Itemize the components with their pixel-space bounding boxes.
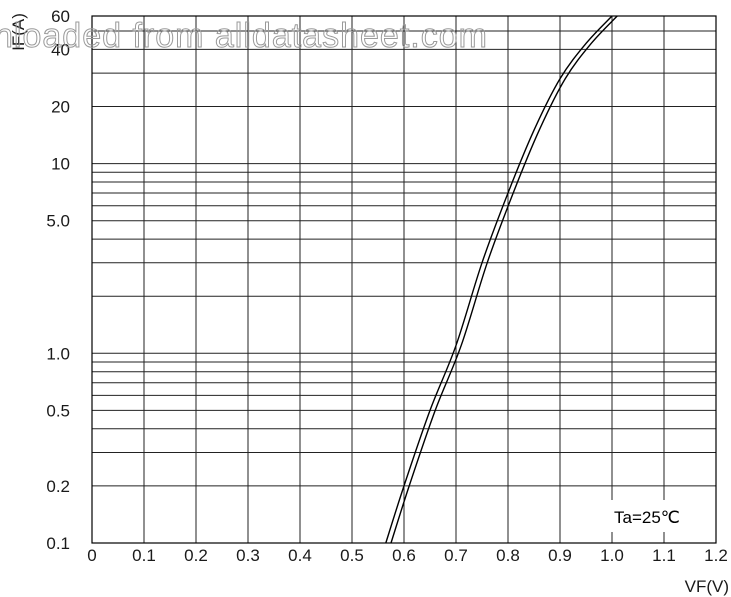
y-tick-label-3: 1.0 <box>46 344 70 363</box>
y-tick-label-1: 0.2 <box>46 477 70 496</box>
x-tick-label-2: 0.2 <box>184 546 208 565</box>
x-tick-label-8: 0.8 <box>496 546 520 565</box>
x-tick-label-6: 0.6 <box>392 546 416 565</box>
y-tick-label-8: 60 <box>51 7 70 26</box>
y-tick-label-7: 40 <box>51 40 70 59</box>
series-line-0 <box>385 15 613 544</box>
x-tick-label-12: 1.2 <box>704 546 728 565</box>
watermark-text: nloaded from alldatasheet.com <box>0 17 488 55</box>
x-tick-label-3: 0.3 <box>236 546 260 565</box>
temperature-annotation: Ta=25℃ <box>614 508 680 527</box>
chart-grid <box>92 16 716 543</box>
x-tick-label-1: 0.1 <box>132 546 156 565</box>
y-tick-label-4: 5.0 <box>46 212 70 231</box>
x-tick-label-4: 0.4 <box>288 546 312 565</box>
x-tick-label-9: 0.9 <box>548 546 572 565</box>
plot-frame <box>91 15 717 544</box>
x-tick-label-10: 1.0 <box>600 546 624 565</box>
x-tick-label-7: 0.7 <box>444 546 468 565</box>
series-line-1 <box>390 15 618 544</box>
annotation-background <box>606 500 706 532</box>
y-axis-label: IF(A) <box>9 13 28 51</box>
chart-series <box>385 15 618 544</box>
x-axis-label: VF(V) <box>685 577 729 596</box>
y-tick-label-6: 20 <box>51 98 70 117</box>
y-tick-labels: 0.1 0.2 0.5 1.0 5.0 10 20 40 60 <box>46 7 70 553</box>
x-tick-label-5: 0.5 <box>340 546 364 565</box>
y-tick-label-2: 0.5 <box>46 401 70 420</box>
x-tick-label-0: 0 <box>87 546 96 565</box>
y-tick-label-5: 10 <box>51 155 70 174</box>
x-tick-labels: 0 0.1 0.2 0.3 0.4 0.5 0.6 0.7 0.8 0.9 1.0 1.1 1.2 <box>87 546 728 565</box>
x-tick-label-11: 1.1 <box>652 546 676 565</box>
y-tick-label-0: 0.1 <box>46 534 70 553</box>
